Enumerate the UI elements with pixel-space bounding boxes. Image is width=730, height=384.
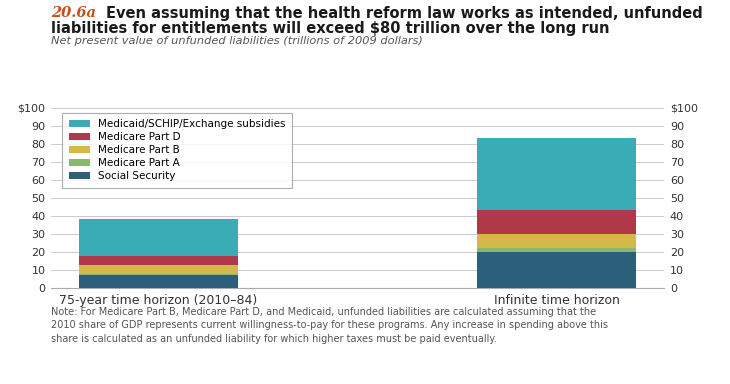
Bar	[79, 275, 238, 288]
Bar	[79, 219, 238, 255]
Bar	[477, 252, 637, 288]
Text: Even assuming that the health reform law works as intended, unfunded: Even assuming that the health reform law…	[106, 6, 702, 21]
Bar	[477, 248, 637, 252]
Text: Net present value of unfunded liabilities (trillions of 2009 dollars): Net present value of unfunded liabilitie…	[51, 36, 423, 46]
Legend: Medicaid/SCHIP/Exchange subsidies, Medicare Part D, Medicare Part B, Medicare Pa: Medicaid/SCHIP/Exchange subsidies, Medic…	[63, 113, 291, 188]
Text: Note: For Medicare Part B, Medicare Part D, and Medicaid, unfunded liabilities a: Note: For Medicare Part B, Medicare Part…	[51, 307, 608, 344]
Text: 20.6a: 20.6a	[51, 6, 107, 20]
Text: liabilities for entitlements will exceed $80 trillion over the long run: liabilities for entitlements will exceed…	[51, 21, 610, 36]
Bar	[79, 255, 238, 265]
Bar	[79, 273, 238, 275]
Bar	[477, 210, 637, 234]
Bar	[79, 265, 238, 273]
Bar	[477, 234, 637, 248]
Bar	[477, 138, 637, 210]
